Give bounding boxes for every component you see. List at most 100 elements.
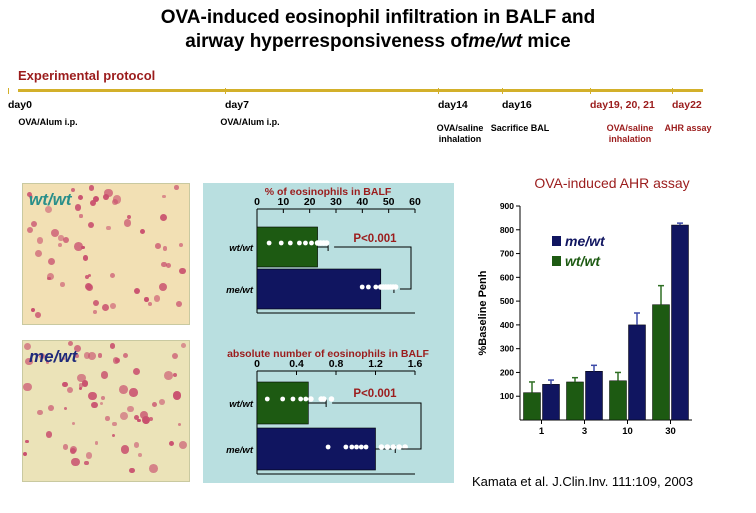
- data-point: [309, 240, 314, 246]
- timeline-tick: [8, 88, 9, 94]
- eosinophil-cell: [26, 226, 34, 234]
- eosinophil-cell: [162, 194, 166, 199]
- eosinophil-cell: [62, 382, 68, 388]
- bar: [652, 304, 670, 421]
- x-tick-label: 20: [304, 196, 316, 208]
- eosinophil-cell: [45, 430, 53, 438]
- eosinophil-cell: [70, 457, 80, 467]
- data-point: [390, 444, 397, 450]
- x-tick-label: 0.4: [289, 358, 304, 370]
- eosinophil-cell: [109, 343, 116, 349]
- eosinophil-cell: [45, 360, 50, 364]
- eosinophil-cell: [180, 342, 186, 348]
- chart-title: % of eosinophils in BALF: [265, 186, 392, 198]
- category-label: me/wt: [226, 445, 254, 456]
- data-point: [280, 396, 286, 402]
- micrograph-me-label: me/wt: [29, 347, 78, 366]
- eosinophil-cell: [47, 273, 55, 281]
- data-point: [349, 444, 355, 450]
- x-tick-label: 10: [277, 196, 289, 208]
- data-point: [354, 444, 359, 450]
- data-point: [323, 240, 330, 246]
- eosinophil-cell: [112, 421, 117, 426]
- eosinophil-cell: [35, 249, 43, 257]
- y-axis-label: %Baseline Penh: [477, 270, 489, 355]
- eosinophil-cell: [25, 358, 33, 366]
- eosinophil-cell: [142, 417, 149, 424]
- eosinophil-cell: [87, 221, 95, 229]
- legend-label: me/wt: [565, 233, 606, 249]
- eosinophil-cell: [36, 237, 44, 244]
- category-label: wt/wt: [229, 399, 254, 410]
- eosinophil-cell: [77, 373, 86, 383]
- y-tick-label: 400: [500, 320, 514, 330]
- eosinophil-cell: [158, 282, 168, 292]
- timeline-tick: [225, 88, 226, 94]
- eosinophil-cell: [101, 396, 106, 400]
- eosinophil-cell: [62, 444, 69, 450]
- eosinophil-cell: [88, 391, 97, 400]
- x-tick-label: 0.8: [329, 358, 344, 370]
- eosinophil-cell: [126, 214, 131, 219]
- chart-title: absolute number of eosinophils in BALF: [227, 348, 429, 360]
- eosinophil-cell: [133, 442, 140, 448]
- eosinophil-cell: [71, 187, 76, 192]
- eosinophil-cell: [71, 422, 76, 426]
- eosinophil-cell: [172, 391, 182, 400]
- bar: [609, 380, 627, 421]
- timeline-tick: [590, 88, 591, 94]
- eosinophil-cell: [174, 184, 179, 190]
- timeline-day: day0: [8, 99, 32, 111]
- x-tick-label: 30: [665, 426, 676, 437]
- data-point: [298, 396, 304, 402]
- eosinophil-cell: [128, 467, 135, 474]
- data-point: [303, 396, 309, 402]
- p-value-annotation: P<0.001: [353, 388, 397, 400]
- legend-swatch: [552, 256, 561, 266]
- eosinophil-cell: [84, 460, 89, 466]
- x-tick-label: 60: [409, 196, 421, 208]
- y-tick-label: 300: [500, 344, 514, 354]
- data-point: [396, 444, 403, 450]
- eosinophil-cell: [144, 297, 149, 302]
- x-tick-label: 50: [383, 196, 395, 208]
- data-point: [384, 444, 391, 450]
- eosinophil-cell: [110, 302, 117, 309]
- data-point: [278, 240, 284, 246]
- data-point: [303, 240, 308, 246]
- eosinophil-cell: [23, 452, 28, 457]
- eosinophil-cell: [100, 371, 109, 379]
- eosinophil-cell: [148, 416, 153, 421]
- eosinophil-cell: [24, 343, 32, 351]
- eosinophil-cell: [106, 225, 111, 230]
- eosinophil-cell: [122, 353, 128, 359]
- y-tick-label: 200: [500, 367, 514, 377]
- eosinophil-cell: [84, 283, 92, 290]
- eosinophil-cell: [74, 241, 84, 251]
- data-point: [266, 240, 272, 246]
- legend-swatch: [552, 236, 561, 246]
- eosinophil-cell: [149, 463, 158, 473]
- eosinophil-cell: [27, 191, 33, 197]
- data-point: [365, 284, 371, 290]
- timeline-line: [18, 89, 703, 92]
- timeline-day: day14: [438, 99, 468, 111]
- eosinophil-cell: [127, 405, 134, 413]
- page-title-line1: OVA-induced eosinophil infiltration in B…: [160, 7, 596, 28]
- eosinophil-cell: [172, 352, 179, 359]
- eosinophil-cell: [120, 445, 130, 454]
- bar: [256, 381, 309, 425]
- bar: [628, 324, 646, 421]
- eosinophil-cell: [69, 447, 77, 455]
- eosinophil-cell: [92, 195, 100, 203]
- eosinophil-cell: [60, 282, 65, 287]
- eosinophil-cell: [112, 357, 119, 364]
- eosinophil-cell: [85, 452, 93, 459]
- ahr-chart: OVA-induced AHR assay 100 200 300 400 500 600 7…: [477, 175, 692, 437]
- eosinophil-cell: [172, 372, 178, 378]
- eosinophil-cell: [162, 246, 168, 251]
- eosinophil-cell: [67, 341, 74, 347]
- data-point: [290, 396, 296, 402]
- eosinophil-cell: [91, 401, 98, 409]
- chart-title: OVA-induced AHR assay: [534, 175, 689, 191]
